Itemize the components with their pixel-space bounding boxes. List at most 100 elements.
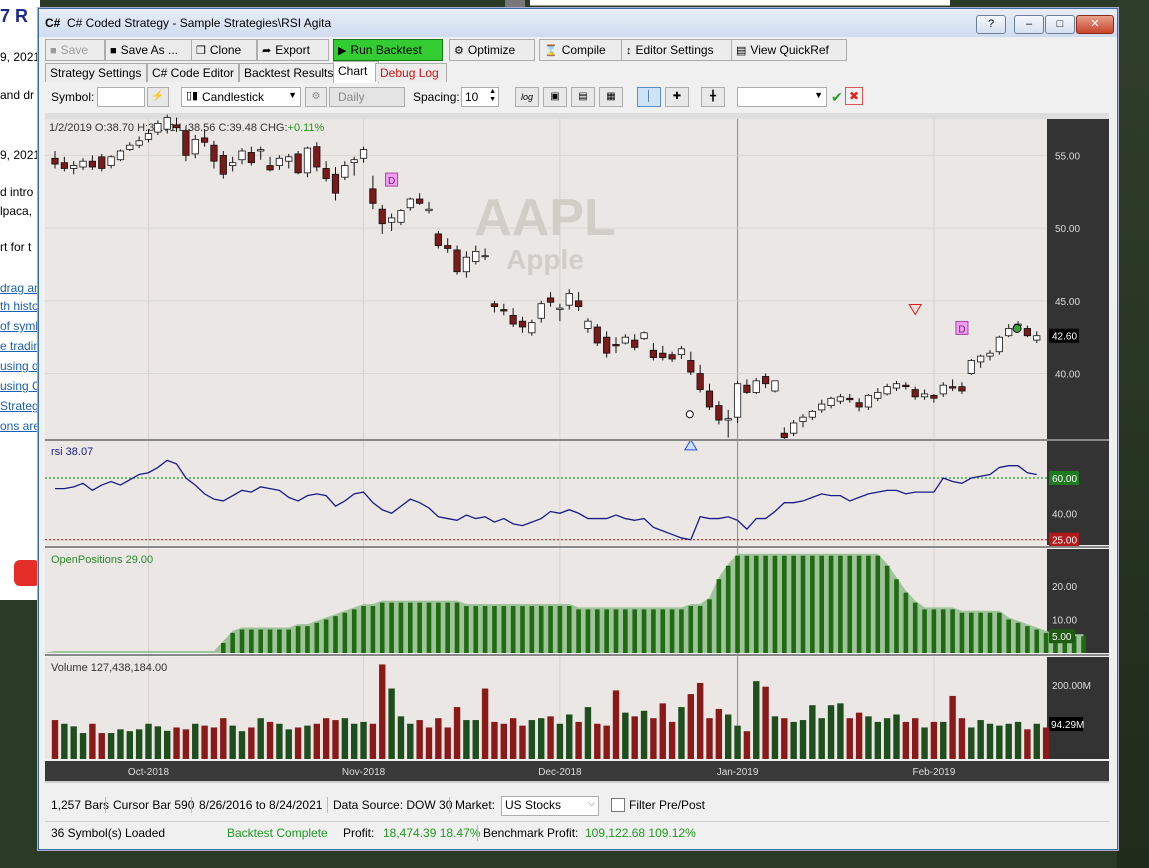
candle-body <box>546 297 555 303</box>
volume-bar <box>902 721 910 759</box>
candle-body <box>780 432 788 438</box>
volume-bar <box>640 710 648 759</box>
tab-code-editor[interactable]: C# Code Editor <box>147 63 239 82</box>
background-window-edge <box>505 0 525 8</box>
open-positions-bar <box>623 609 628 653</box>
candle-body <box>350 159 358 164</box>
open-positions-bar <box>258 629 263 653</box>
candle-body <box>341 165 349 178</box>
crosshair-icon[interactable]: ✚ <box>665 87 689 107</box>
chart-style-select[interactable]: ▯▮ Candlestick ▼ <box>181 87 301 107</box>
candle-body <box>986 352 994 357</box>
editor-settings-button[interactable]: ↕ Editor Settings <box>621 39 733 61</box>
volume-bar <box>678 707 685 759</box>
panel-icon[interactable]: ▤ <box>571 87 595 107</box>
cursor-line-icon[interactable]: │ <box>637 87 661 107</box>
close-icon[interactable]: ✖ <box>845 87 863 105</box>
lightning-icon[interactable]: ⚡ <box>147 87 169 107</box>
open-positions-bar <box>361 606 366 653</box>
open-positions-bar <box>950 609 955 653</box>
candle-body <box>593 326 601 344</box>
candlestick-icon: ▯▮ <box>186 90 199 102</box>
save-as-button[interactable]: ■ Save As ... <box>105 39 193 61</box>
background-text: of symb <box>0 319 40 333</box>
volume-bar <box>1005 723 1012 759</box>
volume-bar <box>743 731 751 759</box>
candle-body <box>434 233 442 246</box>
candle-body <box>331 173 340 194</box>
candle-body <box>172 124 181 129</box>
minimize-button[interactable]: – <box>1014 15 1044 34</box>
title-bar[interactable]: C# C# Coded Strategy - Sample Strategies… <box>39 9 1117 37</box>
axis-background <box>1047 657 1109 759</box>
spacing-stepper[interactable]: 10 ▲ ▼ <box>461 87 499 107</box>
camera-icon[interactable]: ▣ <box>543 87 567 107</box>
candle-body <box>98 156 106 169</box>
play-icon: ▶ <box>338 45 347 57</box>
spacing-value: 10 <box>465 90 479 104</box>
volume-bar <box>425 727 433 759</box>
export-button[interactable]: ➦ Export <box>257 39 329 61</box>
market-select[interactable]: US Stocks ⌵ <box>501 796 599 816</box>
view-quickref-button[interactable]: ▤ View QuickRef <box>731 39 847 61</box>
open-positions-label: OpenPositions 29.00 <box>51 554 153 566</box>
tab-backtest-results[interactable]: Backtest Results <box>239 63 337 82</box>
scale-select: Daily <box>329 87 405 107</box>
clone-icon: ❐ <box>196 45 206 57</box>
optimize-button[interactable]: ⚙ Optimize <box>449 39 535 61</box>
chart-style-value: Candlestick <box>202 90 265 104</box>
compile-button[interactable]: ⌛ Compile <box>539 39 623 61</box>
date-tick-label: Oct-2018 <box>128 767 170 778</box>
symbol-input[interactable] <box>97 87 145 107</box>
price-tick-label: 45.00 <box>1055 297 1080 308</box>
volume-bar <box>912 718 919 759</box>
separator <box>449 797 450 813</box>
volume-bar <box>659 703 666 759</box>
open-positions-bar <box>595 609 600 653</box>
chevron-down-icon: ▼ <box>814 90 823 100</box>
ohlc-header-part: +0.11% <box>288 122 325 134</box>
tab-strategy-settings[interactable]: Strategy Settings <box>45 63 147 82</box>
candle-body <box>406 198 414 209</box>
gear-icon[interactable]: ⚙ <box>305 87 327 107</box>
open-positions-bar <box>492 606 497 653</box>
chevron-down-icon: ⌵ <box>588 798 595 808</box>
candle-body <box>958 386 966 392</box>
log-scale-button[interactable]: log <box>515 87 539 107</box>
volume-bar <box>79 733 87 759</box>
entry-marker <box>685 410 694 419</box>
check-icon[interactable]: ✔ <box>831 89 843 105</box>
tab-debug-log[interactable]: Debug Log <box>375 63 447 82</box>
help-button[interactable]: ? <box>976 15 1006 34</box>
filter-checkbox[interactable] <box>611 798 625 812</box>
close-button[interactable]: ✕ <box>1076 15 1114 34</box>
open-positions-bar <box>669 609 675 653</box>
tab-chart[interactable]: Chart <box>333 61 379 83</box>
open-positions-bar <box>501 606 507 653</box>
candle-body <box>425 208 433 212</box>
background-text: and dr <box>0 88 35 102</box>
volume-bar <box>762 686 769 759</box>
open-positions-bar <box>931 609 937 653</box>
drawing-select[interactable]: ▼ <box>737 87 827 107</box>
clone-button[interactable]: ❐ Clone <box>191 39 257 61</box>
open-positions-bar <box>314 622 320 653</box>
indicator-icon[interactable]: ╋ <box>701 87 725 107</box>
save-button[interactable]: ■ Save <box>45 39 105 61</box>
separator <box>327 797 328 813</box>
open-positions-bar <box>987 612 993 653</box>
volume-bar <box>575 721 582 759</box>
gear-icon: ⚙ <box>454 45 464 57</box>
run-backtest-button[interactable]: ▶ Run Backtest <box>333 39 443 61</box>
maximize-button[interactable]: □ <box>1045 15 1075 34</box>
candle-body <box>883 386 891 395</box>
price-chart[interactable]: Oct-2018 Nov-2018 Dec-2018 Jan-2019 Feb-2019… <box>45 113 1109 783</box>
chart-canvas[interactable]: Oct-2018 Nov-2018 Dec-2018 Jan-2019 Feb-2019… <box>45 113 1109 783</box>
candle-body <box>210 144 218 162</box>
volume-bar <box>827 705 835 759</box>
volume-bar <box>220 718 227 759</box>
open-positions-bar <box>641 609 647 653</box>
window-icon[interactable]: ▦ <box>599 87 623 107</box>
open-positions-bar <box>267 629 273 653</box>
price-tick-label: 40.00 <box>1055 370 1080 381</box>
